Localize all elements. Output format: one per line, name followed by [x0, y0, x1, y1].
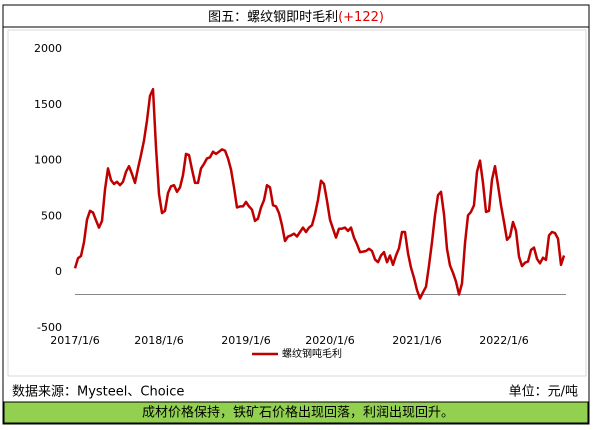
x-tick-label: 2022/1/6	[479, 334, 528, 347]
y-tick-label: -500	[37, 321, 62, 334]
note: 成材价格保持，铁矿石价格出现回落，利润出现回升。	[142, 405, 454, 421]
x-tick-label: 2021/1/6	[392, 334, 441, 347]
chart-title: 图五：螺纹钢即时毛利	[208, 10, 338, 25]
title-row: 图五：螺纹钢即时毛利(+122)	[208, 10, 384, 25]
y-tick-label: 1500	[34, 98, 62, 111]
unit: 单位：元/吨	[509, 385, 578, 400]
series-line	[73, 87, 566, 300]
source: 数据来源：Mysteel、Choice	[12, 385, 184, 400]
y-tick-label: 500	[41, 209, 62, 222]
plot-frame	[7, 29, 587, 377]
note-bar	[3, 401, 589, 424]
legend-label: 螺纹钢吨毛利	[282, 347, 342, 360]
y-tick-label: 2000	[34, 42, 62, 55]
x-tick-label: 2020/1/6	[305, 334, 354, 347]
x-tick-label: 2019/1/6	[221, 334, 270, 347]
x-tick-label: 2017/1/6	[50, 334, 99, 347]
x-tick-label: 2018/1/6	[134, 334, 183, 347]
title-change: (+122)	[338, 10, 384, 25]
y-tick-label: 0	[55, 265, 62, 278]
frame	[2, 4, 590, 425]
y-tick-label: 1000	[34, 154, 62, 167]
